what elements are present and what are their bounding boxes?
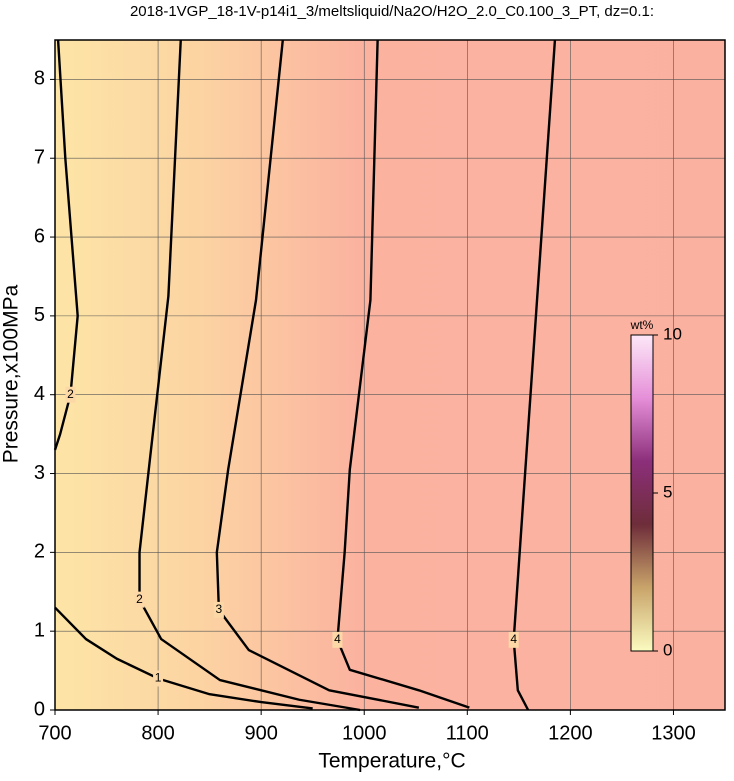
contour-label-bg bbox=[65, 386, 76, 403]
y-tick-label: 7 bbox=[34, 147, 45, 169]
contour-label: 2 bbox=[67, 387, 74, 401]
plot-frame bbox=[54, 39, 726, 711]
x-tick-label: 700 bbox=[38, 722, 71, 744]
x-tick-label: 800 bbox=[141, 722, 174, 744]
plot-background bbox=[55, 40, 725, 710]
contour-label: 4 bbox=[334, 632, 341, 646]
contour-line bbox=[53, 39, 79, 451]
x-tick-label: 1300 bbox=[651, 722, 696, 744]
contour-label: 1 bbox=[155, 671, 162, 685]
colorbar-tick-label: 0 bbox=[663, 640, 672, 659]
contour-label-bg bbox=[332, 631, 343, 648]
colorbar-tick-label: 10 bbox=[663, 324, 682, 343]
colorbar-tick-label: 5 bbox=[663, 482, 672, 501]
contour-line bbox=[215, 39, 420, 709]
y-tick-label: 8 bbox=[34, 68, 45, 90]
colorbar-label: wt% bbox=[630, 318, 654, 332]
contour-label-bg bbox=[134, 591, 145, 608]
y-tick-label: 5 bbox=[34, 304, 45, 326]
y-tick-label: 1 bbox=[34, 619, 45, 641]
contour-line bbox=[336, 39, 470, 709]
contour-line bbox=[512, 39, 557, 711]
y-tick-label: 3 bbox=[34, 462, 45, 484]
contour-label: 4 bbox=[510, 632, 517, 646]
x-tick-label: 1100 bbox=[446, 722, 489, 744]
contour-label-bg bbox=[213, 601, 224, 618]
chart-title: 2018-1VGP_18-1V-p14i1_3/meltsliquid/Na2O… bbox=[130, 3, 654, 20]
x-tick-label: 900 bbox=[244, 722, 277, 744]
y-tick-label: 2 bbox=[34, 541, 45, 563]
contour-label-bg bbox=[153, 670, 164, 687]
contour-label-bg bbox=[508, 631, 519, 648]
contour-label: 3 bbox=[216, 602, 223, 616]
colorbar bbox=[630, 334, 654, 652]
y-tick-label: 0 bbox=[34, 698, 45, 720]
contour-label: 2 bbox=[136, 592, 143, 606]
x-tick-label: 1000 bbox=[342, 722, 387, 744]
y-tick-label: 4 bbox=[34, 383, 45, 405]
y-axis-label: Pressure,x100MPa bbox=[0, 284, 23, 463]
x-axis-label: Temperature,°C bbox=[318, 750, 465, 773]
x-tick-label: 1200 bbox=[548, 722, 593, 744]
y-tick-label: 6 bbox=[34, 225, 45, 247]
